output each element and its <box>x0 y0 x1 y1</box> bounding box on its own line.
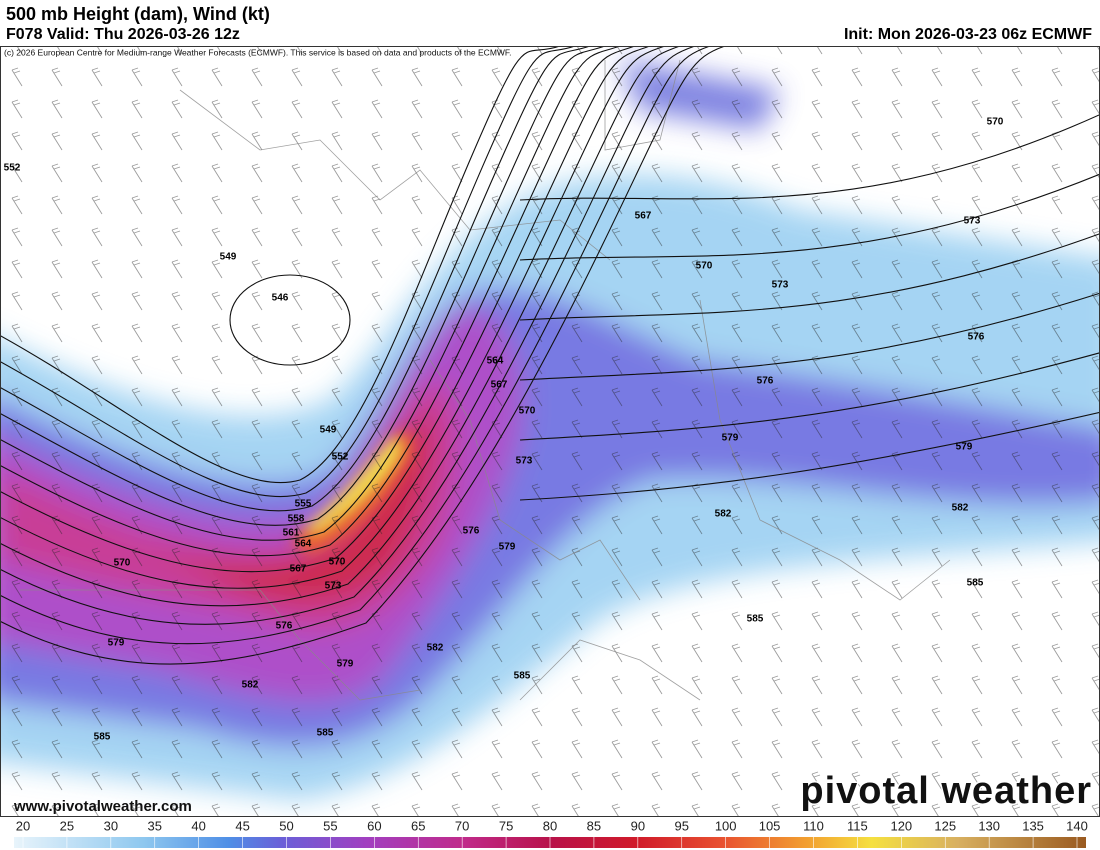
colorbar-tick-label: 30 <box>104 818 118 833</box>
contour-label: 561 <box>283 528 300 539</box>
contour-label: 585 <box>967 578 984 589</box>
colorbar-tick-label: 60 <box>367 818 381 833</box>
height-contour <box>0 46 726 665</box>
map: 5525495465495525555585615645675705735765… <box>0 46 1100 817</box>
contour-label: 570 <box>114 558 131 569</box>
height-contour <box>519 352 1100 441</box>
colorbar-tick-label: 25 <box>60 818 74 833</box>
contour-label: 570 <box>987 117 1004 128</box>
contour-label: 579 <box>108 638 125 649</box>
contour-label: 576 <box>463 526 480 537</box>
contour-label: 564 <box>487 356 504 367</box>
colorbar-tick-label: 140 <box>1066 818 1088 833</box>
contour-label: 558 <box>288 514 305 525</box>
contour-label: 549 <box>320 425 337 436</box>
contour-label: 576 <box>968 332 985 343</box>
colorbar-tick-label: 40 <box>191 818 205 833</box>
contour-label: 567 <box>635 211 652 222</box>
colorbar-tick-label: 90 <box>631 818 645 833</box>
height-contour <box>0 46 696 625</box>
contour-label: 579 <box>722 433 739 444</box>
contour-label: 567 <box>491 380 508 391</box>
contour-label: 555 <box>295 499 312 510</box>
contour-label: 567 <box>290 564 307 575</box>
height-contour <box>0 46 711 645</box>
colorbar-tick-label: 55 <box>323 818 337 833</box>
contour-label: 585 <box>747 614 764 625</box>
contour-label: 582 <box>242 680 259 691</box>
contour-label: 579 <box>337 659 354 670</box>
contour-label: 549 <box>220 252 237 263</box>
site-url: www.pivotalweather.com <box>13 798 192 815</box>
colorbar-tick-label: 100 <box>715 818 737 833</box>
colorbar-tick-label: 125 <box>934 818 956 833</box>
colorbar-tick-label: 70 <box>455 818 469 833</box>
height-contour <box>519 173 1100 261</box>
contour-label: 570 <box>519 406 536 417</box>
height-contour <box>0 46 651 573</box>
contour-label: 552 <box>4 163 21 174</box>
colorbar-tick-label: 80 <box>543 818 557 833</box>
contour-label: 585 <box>94 732 111 743</box>
contour-label: 576 <box>757 376 774 387</box>
valid-time: F078 Valid: Thu 2026-03-26 12z <box>6 26 240 43</box>
contour-label: 582 <box>952 503 969 514</box>
contour-label: 573 <box>772 280 789 291</box>
colorbar-tick-label: 35 <box>148 818 162 833</box>
height-contour <box>519 233 1100 321</box>
colorbar-tick-label: 135 <box>1022 818 1044 833</box>
credit: (c) 2026 European Centre for Medium-rang… <box>4 47 512 57</box>
colorbar-tick-label: 85 <box>587 818 601 833</box>
contour-label: 573 <box>964 216 981 227</box>
height-contour <box>0 46 561 484</box>
height-contour <box>0 46 576 498</box>
colorbar-tick-label: 95 <box>675 818 689 833</box>
colorbar-tick-label: 20 <box>16 818 30 833</box>
colorbar-tick-label: 130 <box>978 818 1000 833</box>
height-contour <box>0 46 621 541</box>
height-contour <box>0 46 681 607</box>
height-contour <box>0 46 606 526</box>
contour-label: 582 <box>715 509 732 520</box>
colorbar-tick-label: 105 <box>759 818 781 833</box>
colorbar-tick-label: 45 <box>235 818 249 833</box>
contour-label: 570 <box>696 261 713 272</box>
height-contour <box>519 411 1100 501</box>
contour-label: 573 <box>516 456 533 467</box>
colorbar-tick-label: 65 <box>411 818 425 833</box>
colorbar-tick-label: 50 <box>279 818 293 833</box>
contour-label: 579 <box>956 442 973 453</box>
contour-label: 585 <box>514 671 531 682</box>
logo: pivotal weather <box>800 770 1092 812</box>
title: 500 mb Height (dam), Wind (kt) <box>6 4 270 24</box>
colorbar-tick-label: 115 <box>847 818 868 833</box>
contour-label: 564 <box>295 539 312 550</box>
height-contour <box>519 292 1100 381</box>
contour-label: 573 <box>325 581 342 592</box>
contour-label: 579 <box>499 542 516 553</box>
height-contour <box>519 113 1100 201</box>
contour-label: 582 <box>427 643 444 654</box>
contour-label: 585 <box>317 728 334 739</box>
contour-label: 576 <box>276 621 293 632</box>
colorbar-tick-label: 120 <box>890 818 912 833</box>
contour-label: 552 <box>332 452 349 463</box>
init-time: Init: Mon 2026-03-23 06z ECMWF <box>844 26 1092 43</box>
contour-label: 546 <box>272 293 289 304</box>
height-contour <box>0 46 591 512</box>
height-contour <box>229 274 351 366</box>
colorbar-tick-label: 110 <box>803 818 824 833</box>
height-contour <box>0 46 666 589</box>
colorbar-tick-label: 75 <box>499 818 513 833</box>
contour-label: 570 <box>329 557 346 568</box>
height-contour <box>0 46 636 557</box>
